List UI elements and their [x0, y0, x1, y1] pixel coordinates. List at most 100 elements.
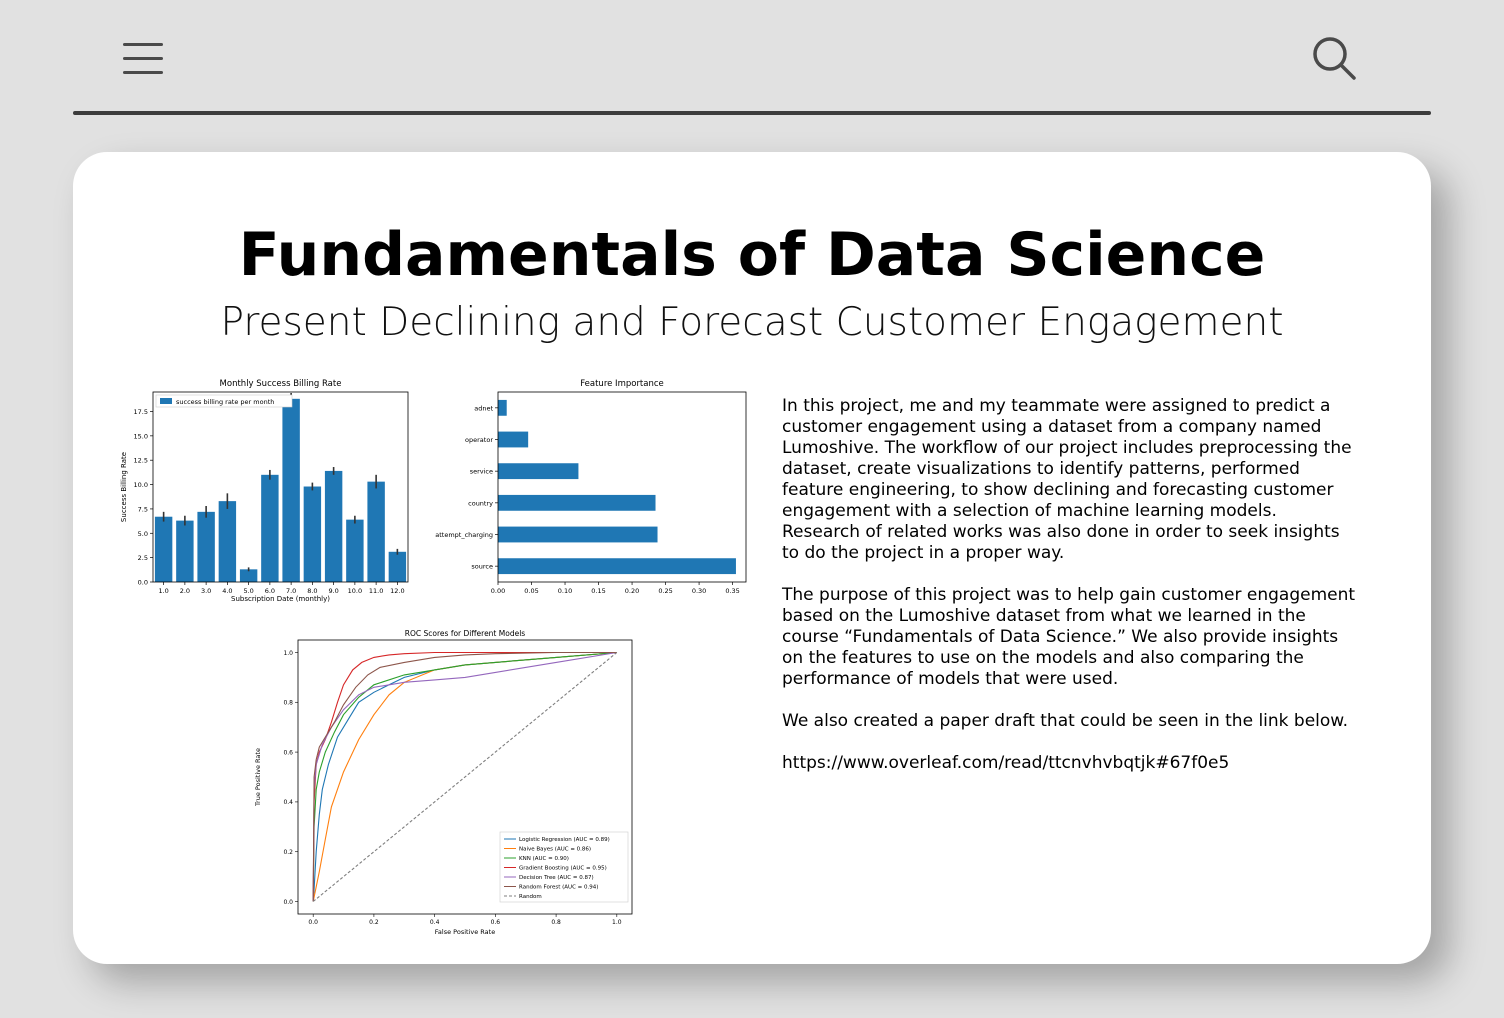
- hamburger-menu-icon[interactable]: [118, 38, 168, 80]
- x-tick-label: 0.2: [369, 919, 379, 926]
- y-tick-label: 17.5: [134, 408, 148, 416]
- bar: [498, 431, 529, 448]
- bar: [388, 551, 407, 582]
- y-tick-label: 0.0: [138, 579, 148, 587]
- chart-title: Monthly Success Billing Rate: [220, 379, 342, 389]
- bar: [498, 463, 579, 480]
- x-axis-label: Subscription Date (monthly): [231, 595, 330, 603]
- legend-label: Decision Tree (AUC = 0.87): [519, 875, 594, 881]
- x-tick-label: 0.00: [491, 587, 505, 595]
- legend-box: [499, 831, 629, 903]
- legend-swatch: [160, 398, 172, 404]
- y-tick-label: 0.8: [283, 700, 293, 707]
- page-title: Fundamentals of Data Science: [238, 220, 1266, 290]
- legend-label: Random Forest (AUC = 0.94): [519, 885, 598, 891]
- y-tick-label: 7.5: [138, 505, 148, 513]
- bar: [154, 516, 173, 582]
- legend-label: Naive Bayes (AUC = 0.86): [519, 847, 591, 853]
- bar: [303, 486, 322, 582]
- description-paragraph: In this project, me and my teammate were…: [782, 396, 1352, 563]
- x-tick-label: 0.10: [558, 587, 572, 595]
- bar: [282, 398, 300, 582]
- x-tick-label: 11.0: [369, 587, 383, 595]
- legend-box: [155, 394, 293, 408]
- x-tick-label: 0.25: [658, 587, 672, 595]
- legend-label: Random: [519, 894, 542, 900]
- y-tick-label: attempt_charging: [435, 531, 493, 539]
- y-axis-label: Success Billing Rate: [120, 452, 128, 522]
- plot-frame: [497, 391, 747, 583]
- bar: [498, 526, 658, 543]
- y-tick-label: country: [468, 499, 493, 507]
- roc-curve: [312, 651, 617, 902]
- chart-title: Feature Importance: [580, 379, 664, 389]
- x-tick-label: 4.0: [222, 587, 232, 595]
- bar: [324, 470, 343, 582]
- plot-frame: [152, 391, 409, 583]
- x-tick-label: 0.20: [625, 587, 639, 595]
- bar: [218, 501, 237, 582]
- roc-curve: [312, 652, 618, 902]
- bar: [498, 558, 736, 575]
- project-card: Fundamentals of Data Science Present Dec…: [73, 152, 1431, 964]
- roc-curve: [312, 651, 617, 902]
- bar: [346, 519, 364, 582]
- y-tick-label: 0.4: [283, 799, 293, 806]
- search-icon[interactable]: [1310, 34, 1358, 82]
- x-tick-label: 0.05: [524, 587, 538, 595]
- y-axis-label: True Positive Rate: [254, 748, 262, 807]
- x-tick-label: 8.0: [307, 587, 317, 595]
- y-tick-label: 1.0: [283, 650, 293, 657]
- legend-label: Logistic Regression (AUC = 0.89): [519, 837, 610, 843]
- x-tick-label: 0.15: [591, 587, 605, 595]
- x-tick-label: 5.0: [243, 587, 253, 595]
- roc-curve: [312, 651, 617, 902]
- y-tick-label: 5.0: [138, 530, 148, 538]
- y-tick-label: service: [470, 468, 493, 476]
- x-tick-label: 0.0: [308, 919, 318, 926]
- overleaf-link[interactable]: https://www.overleaf.com/read/ttcnvhvbqt…: [782, 753, 1230, 773]
- x-tick-label: 1.0: [158, 587, 168, 595]
- x-tick-label: 0.30: [692, 587, 706, 595]
- x-tick-label: 0.35: [725, 587, 739, 595]
- y-tick-label: 12.5: [134, 457, 148, 465]
- x-tick-label: 12.0: [390, 587, 404, 595]
- legend-label: success billing rate per month: [176, 398, 274, 406]
- y-tick-label: 15.0: [134, 432, 148, 440]
- y-tick-label: 0.2: [283, 849, 293, 856]
- x-tick-label: 0.4: [430, 919, 440, 926]
- legend-label: KNN (AUC = 0.90): [519, 856, 569, 862]
- header-divider: [73, 111, 1431, 115]
- x-tick-label: 10.0: [348, 587, 362, 595]
- bar: [197, 511, 215, 582]
- y-tick-label: 0.6: [283, 749, 293, 756]
- y-tick-label: 2.5: [138, 554, 148, 562]
- x-tick-label: 7.0: [286, 587, 296, 595]
- project-description: In this project, me and my teammate were…: [782, 396, 1357, 795]
- bar: [261, 474, 279, 582]
- legend-label: Gradient Boosting (AUC = 0.95): [519, 866, 607, 872]
- bar: [239, 569, 258, 582]
- page-subtitle: Present Declining and Forecast Customer …: [220, 300, 1284, 345]
- y-tick-label: 0.0: [283, 899, 293, 906]
- description-paragraph: We also created a paper draft that could…: [782, 711, 1349, 731]
- x-tick-label: 0.6: [491, 919, 501, 926]
- y-tick-label: operator: [465, 436, 493, 444]
- description-paragraph: The purpose of this project was to help …: [782, 585, 1356, 689]
- y-tick-label: 10.0: [134, 481, 148, 489]
- plot-frame: [297, 639, 633, 915]
- chart-title: ROC Scores for Different Models: [405, 629, 525, 638]
- bar: [498, 399, 507, 416]
- monthly-success-billing-chart: Monthly Success Billing Rate 0.0 2.5 5.0 7.5…: [118, 372, 418, 616]
- bar: [176, 520, 194, 582]
- x-tick-label: 3.0: [201, 587, 211, 595]
- x-tick-label: 1.0: [612, 919, 622, 926]
- y-tick-label: source: [471, 563, 493, 571]
- y-tick-label: adnet: [474, 404, 493, 412]
- x-tick-label: 9.0: [328, 587, 338, 595]
- bar: [498, 494, 656, 511]
- x-tick-label: 6.0: [265, 587, 275, 595]
- x-tick-label: 0.8: [551, 919, 561, 926]
- feature-importance-chart: Feature Importance source attempt_charging…: [423, 372, 753, 601]
- x-axis-label: False Positive Rate: [435, 928, 495, 936]
